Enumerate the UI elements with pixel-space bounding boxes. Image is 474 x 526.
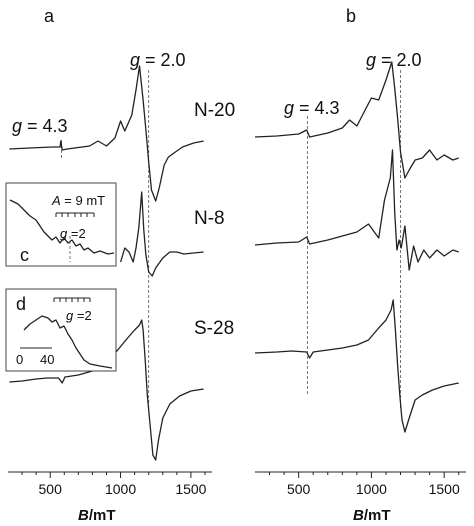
inset-c-g-label: g =2 [60, 226, 86, 241]
g-label-4.3-a: g = 4.3 [12, 116, 68, 136]
panel-label-a: a [44, 6, 55, 26]
inset-d-scale-min: 0 [16, 352, 23, 367]
g-label-2.0-b: g = 2.0 [366, 50, 422, 70]
inset-d: d g =2 0 40 [5, 288, 117, 372]
x-tick-label: 500 [39, 481, 63, 497]
inset-c-a-label: A = 9 mT [51, 193, 105, 208]
inset-d-scale-max: 40 [40, 352, 54, 367]
inset-c-scale-ticks [55, 213, 95, 217]
inset-d-g-label: g =2 [66, 308, 92, 323]
inset-d-label: d [16, 294, 26, 314]
x-tick-label: 1000 [105, 481, 136, 497]
x-axis-b: 500 1000 1500 [255, 471, 466, 497]
inset-c-trace [9, 199, 115, 255]
trace-a-0 [9, 65, 204, 202]
series-label-n8: N-8 [194, 208, 225, 229]
inset-d-trace [23, 315, 113, 369]
x-tick-label: 500 [287, 481, 311, 497]
inset-d-top-ticks [53, 298, 91, 302]
x-tick-label: 1000 [356, 481, 387, 497]
inset-c: A = 9 mT g =2 c [5, 182, 117, 267]
x-tick-label: 1500 [429, 481, 460, 497]
trace-a-2 [9, 319, 204, 461]
trace-b-1 [254, 149, 459, 271]
traces-panel-b [254, 61, 459, 433]
series-label-s28: S-28 [194, 318, 234, 339]
x-axis-title-a: B/mT [78, 507, 116, 524]
x-axis-a: 500 1000 1500 [8, 471, 212, 497]
trace-b-2 [254, 299, 459, 433]
trace-a-1 [119, 191, 204, 277]
x-tick-label: 1500 [175, 481, 206, 497]
g-label-2.0-a: g = 2.0 [130, 50, 186, 70]
trace-b-0 [254, 61, 459, 179]
x-axis-title-b: B/mT [353, 507, 391, 524]
g-label-4.3-b: g = 4.3 [284, 98, 340, 118]
inset-c-label: c [20, 245, 29, 265]
series-label-n20: N-20 [194, 100, 235, 121]
panel-label-b: b [346, 6, 356, 26]
traces-panel-a [9, 65, 204, 461]
